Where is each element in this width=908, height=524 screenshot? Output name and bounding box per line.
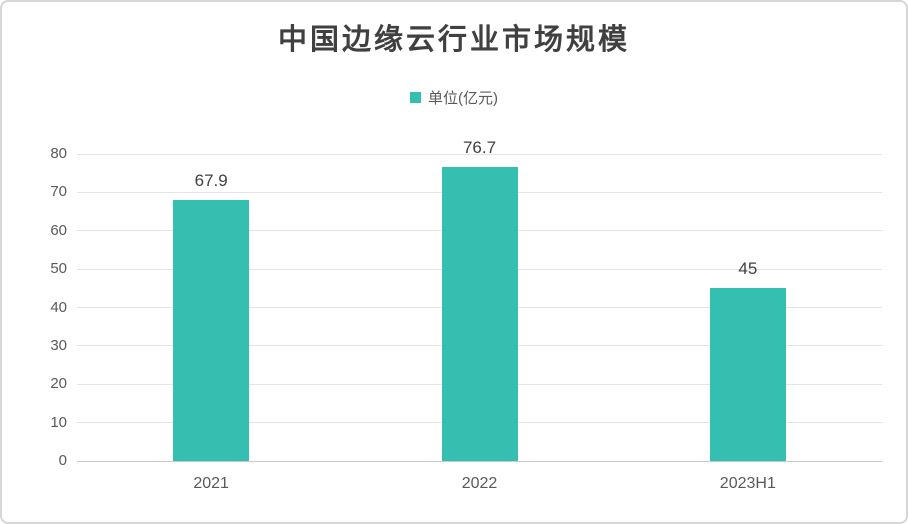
plot-area: 0 10 20 30 40 50 60 70 80 67.9 2021 76.7 2022 45 2023H… xyxy=(50,138,882,492)
bar xyxy=(173,200,250,461)
x-axis-label: 2023H1 xyxy=(719,475,776,492)
y-axis-tick-label: 10 xyxy=(50,413,67,431)
y-axis-tick-label: 60 xyxy=(50,221,67,239)
legend-label: 单位(亿元) xyxy=(428,90,498,107)
y-axis-tick-label: 70 xyxy=(50,183,67,201)
y-axis-tick-label: 50 xyxy=(50,260,67,278)
y-axis-tick-label: 20 xyxy=(50,375,67,393)
gridline xyxy=(77,153,882,155)
chart-title: 中国边缘云行业市场规模 xyxy=(277,24,630,56)
y-axis-tick-label: 40 xyxy=(50,298,67,316)
bar-value-label: 67.9 xyxy=(194,171,228,191)
x-axis-baseline xyxy=(77,460,882,462)
legend: 单位(亿元) xyxy=(2,87,906,108)
legend-swatch-icon xyxy=(410,92,421,103)
bar xyxy=(441,166,518,461)
y-axis-tick-label: 0 xyxy=(58,452,67,469)
x-axis-label: 2021 xyxy=(193,475,229,492)
y-axis-tick-label: 80 xyxy=(50,145,67,162)
bar xyxy=(709,288,786,461)
y-axis-tick-label: 30 xyxy=(50,336,67,354)
x-axis-label: 2022 xyxy=(461,475,498,492)
bar-value-label: 76.7 xyxy=(462,137,497,157)
bar-value-label: 45 xyxy=(738,259,758,279)
